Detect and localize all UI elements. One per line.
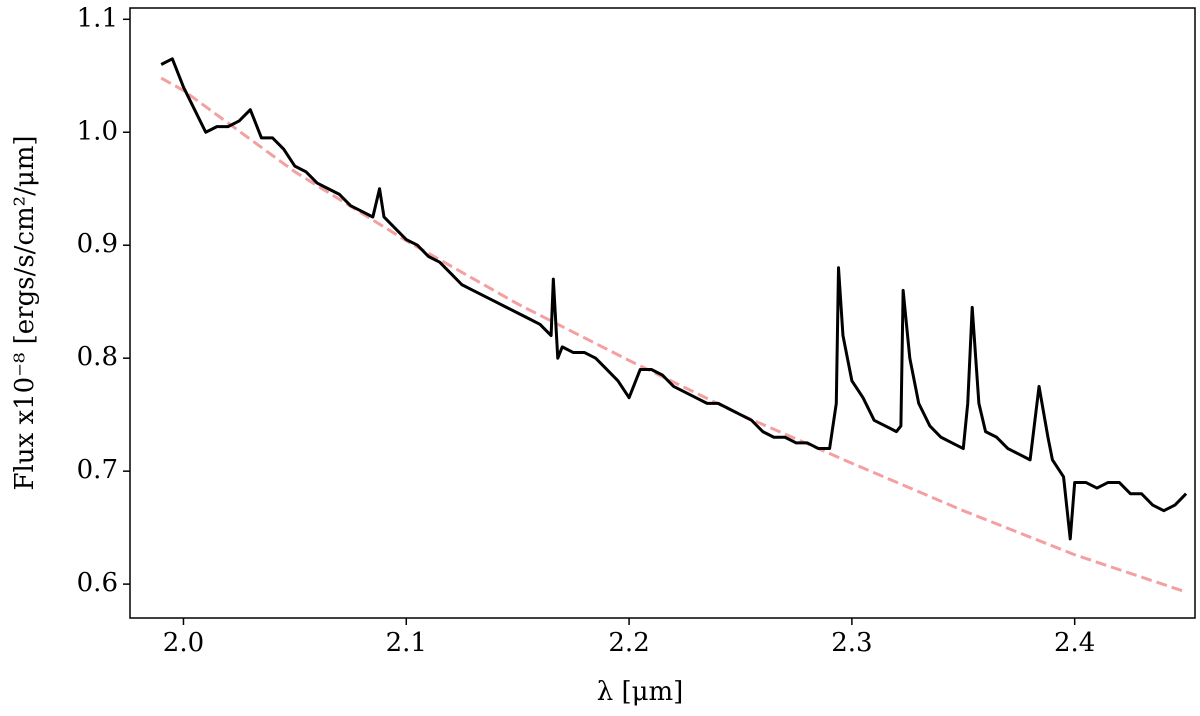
x-axis-label: λ [μm]: [597, 677, 684, 707]
y-tick-label: 0.8: [77, 342, 118, 372]
y-tick-label: 0.6: [77, 568, 118, 598]
series-line: [160, 76, 1187, 594]
y-tick-label: 1.1: [77, 3, 118, 33]
plot-frame: [129, 7, 1196, 619]
series-line: [160, 57, 1188, 541]
y-tick-label: 0.9: [77, 229, 118, 259]
y-axis-label: Flux x10⁻⁸ [ergs/s/cm²/μm]: [10, 135, 40, 490]
y-tick-label: 0.7: [77, 455, 118, 485]
x-tick-label: 2.3: [831, 628, 872, 658]
x-tick-label: 2.4: [1054, 628, 1095, 658]
x-tick-label: 2.0: [163, 628, 204, 658]
x-tick-label: 2.1: [386, 628, 427, 658]
x-tick-label: 2.2: [608, 628, 649, 658]
y-tick-label: 1.0: [77, 116, 118, 146]
